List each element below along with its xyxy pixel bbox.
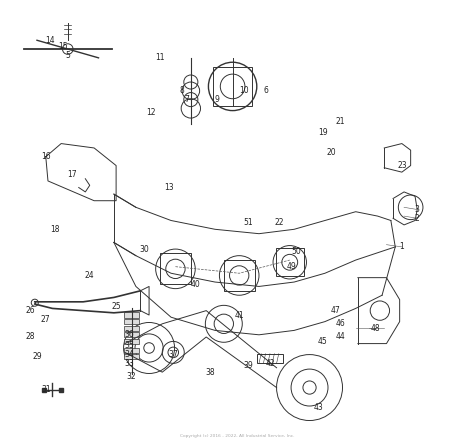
Text: 16: 16 [41, 152, 51, 161]
Text: 22: 22 [274, 218, 283, 227]
Text: 3: 3 [415, 205, 419, 214]
Text: 5: 5 [65, 51, 70, 60]
Text: 10: 10 [239, 86, 248, 95]
Text: Copyright (c) 2016 - 2022, All Industrial Service, Inc.: Copyright (c) 2016 - 2022, All Industria… [180, 434, 294, 438]
Text: 36: 36 [124, 330, 134, 339]
Text: 49: 49 [287, 262, 297, 271]
Text: 19: 19 [318, 128, 328, 137]
Text: 33: 33 [124, 359, 134, 368]
Text: 26: 26 [26, 306, 35, 315]
Text: 17: 17 [67, 170, 77, 179]
Text: 45: 45 [318, 337, 328, 346]
Text: 25: 25 [111, 302, 121, 311]
Text: 51: 51 [243, 218, 253, 227]
Text: 9: 9 [215, 95, 219, 104]
FancyBboxPatch shape [124, 325, 139, 331]
Text: 46: 46 [336, 319, 345, 328]
FancyBboxPatch shape [124, 319, 139, 324]
Text: 42: 42 [265, 359, 275, 368]
Text: 2: 2 [415, 214, 419, 223]
Text: 14: 14 [46, 36, 55, 45]
Text: 20: 20 [327, 148, 337, 157]
FancyBboxPatch shape [124, 348, 139, 353]
Text: 27: 27 [41, 315, 51, 324]
FancyBboxPatch shape [124, 312, 139, 318]
FancyBboxPatch shape [124, 354, 139, 359]
Text: 29: 29 [32, 352, 42, 361]
Text: 23: 23 [397, 161, 407, 170]
Text: 32: 32 [127, 372, 137, 381]
Text: 39: 39 [243, 361, 253, 370]
Text: 47: 47 [331, 306, 341, 315]
Text: 12: 12 [146, 108, 156, 117]
Text: 34: 34 [124, 350, 134, 359]
FancyBboxPatch shape [124, 339, 139, 344]
Text: 8: 8 [180, 86, 184, 95]
Text: 40: 40 [191, 280, 200, 289]
Text: 21: 21 [336, 117, 345, 126]
Text: 24: 24 [85, 271, 94, 280]
Text: 6: 6 [263, 86, 268, 95]
Text: 30: 30 [140, 245, 150, 254]
FancyBboxPatch shape [124, 332, 139, 337]
Text: 13: 13 [164, 183, 173, 192]
Text: 43: 43 [313, 403, 323, 412]
Text: 41: 41 [234, 310, 244, 320]
Text: 50: 50 [292, 247, 301, 256]
Text: 37: 37 [168, 350, 178, 359]
Text: 7: 7 [184, 95, 189, 104]
Text: 15: 15 [59, 42, 68, 51]
Text: 44: 44 [336, 333, 345, 341]
Text: 1: 1 [400, 243, 404, 251]
Text: 28: 28 [26, 333, 35, 341]
Text: 48: 48 [371, 324, 380, 333]
Text: 35: 35 [124, 341, 134, 350]
Text: 18: 18 [50, 225, 59, 234]
Text: 38: 38 [206, 368, 216, 377]
Text: 11: 11 [155, 53, 165, 62]
Text: 31: 31 [41, 385, 51, 394]
